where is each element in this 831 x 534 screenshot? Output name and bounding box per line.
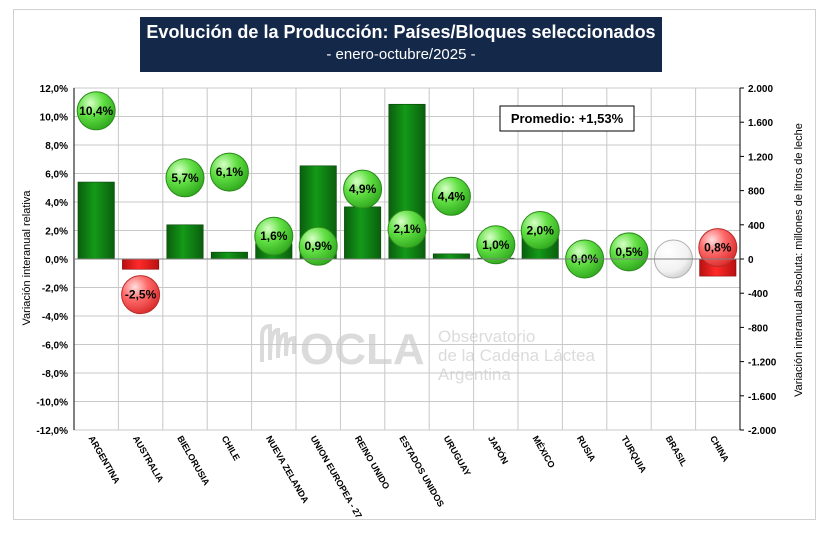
bubble-data-label: 6,1%	[216, 165, 244, 179]
y-left-tick-label: 2,0%	[45, 227, 68, 238]
bubble-data-label: 0,5%	[615, 245, 643, 259]
bubble-marker	[209, 152, 249, 192]
chart-title: Evolución de la Producción: Países/Bloqu…	[146, 22, 656, 42]
x-tick-label: UNION EUROPEA - 27	[308, 434, 364, 520]
bubble-data-label: 2,1%	[393, 222, 421, 236]
bubbles: 10,4% -2,5% 5,7% 6,1% 1,6% 0,9% 4,9% 2,1% 4,4% 1,…	[76, 91, 738, 315]
y-left-tick-label: 10,0%	[40, 113, 68, 124]
x-tick-label: REINO UNIDO	[353, 434, 392, 491]
y-right-tick-label: 0	[748, 255, 754, 266]
ocla-org-line-3: Argentina	[438, 365, 511, 384]
y-left-tick-label: -12,0%	[36, 426, 68, 437]
x-tick-label: JAPÓN	[486, 434, 511, 466]
y-axis-right-label: Variación interanual absoluta: millones …	[793, 123, 805, 397]
y-right-tick-label: 400	[748, 221, 765, 232]
x-tick-label: BRASIL	[664, 434, 690, 468]
bar	[210, 251, 248, 260]
bubble-data-label: 0,8%	[704, 241, 732, 255]
x-tick-label: CHINA	[708, 434, 731, 464]
bar	[166, 224, 204, 260]
y-right-tick-label: 800	[748, 187, 765, 198]
y-axis-left-label: Variación interanual relativa	[21, 190, 33, 326]
y-right-tick-label: -800	[748, 323, 768, 334]
bar	[344, 206, 382, 260]
x-tick-label: URUGUAY	[442, 434, 473, 478]
bubble-marker	[165, 158, 205, 198]
x-tick-label: MÉXICO	[530, 434, 556, 470]
y-left-tick-label: -8,0%	[42, 369, 68, 380]
bubble-data-label: -2,5%	[125, 288, 157, 302]
y-left-tick-label: 8,0%	[45, 141, 68, 152]
y-left-tick-label: -6,0%	[42, 341, 68, 352]
ocla-org-line-2: de la Cadena Láctea	[438, 346, 595, 365]
y-left-tick-label: 4,0%	[45, 198, 68, 209]
y-left-tick-label: 0,0%	[45, 255, 68, 266]
bubble-data-label: 4,4%	[438, 189, 466, 203]
bubble-marker	[520, 211, 560, 250]
bubble-data-label: 0,9%	[305, 239, 333, 253]
y-right-tick-label: -2.000	[748, 426, 777, 437]
bubble-marker	[698, 228, 738, 268]
bubble-data-label: 5,7%	[171, 171, 199, 185]
y-left-tick-label: 12,0%	[40, 84, 68, 95]
x-tick-label: BIELORUSIA	[175, 434, 212, 488]
x-tick-label: AUSTRALIA	[131, 434, 166, 484]
bubble-data-label: 4,9%	[349, 182, 377, 196]
average-annotation: Promedio: +1,53%	[499, 105, 635, 132]
y-right-tick-label: -1.600	[748, 392, 777, 403]
chart-title-box: Evolución de la Producción: Países/Bloqu…	[140, 17, 662, 72]
x-tick-label: ARGENTINA	[86, 434, 122, 486]
y-left-tick-label: -10,0%	[36, 398, 68, 409]
average-annotation-text: Promedio: +1,53%	[511, 111, 624, 126]
x-tick-label: CHILE	[220, 434, 242, 462]
bubble-data-label: 10,4%	[79, 104, 113, 118]
y-right-tick-label: -400	[748, 289, 768, 300]
bubble-marker	[343, 169, 383, 209]
x-tick-label: RUSIA	[575, 434, 598, 464]
y-right-tick-label: 2.000	[748, 84, 773, 95]
y-right-tick-label: 1.200	[748, 152, 773, 163]
bar	[122, 258, 160, 270]
chart-subtitle: - enero-octubre/2025 -	[326, 46, 476, 63]
bubble-data-label: 2,0%	[527, 224, 555, 238]
bubble-marker	[254, 216, 294, 256]
bubble-marker	[476, 225, 516, 265]
bar	[77, 181, 115, 260]
bubble-marker	[298, 226, 338, 266]
bubble-data-label: 1,6%	[260, 229, 288, 243]
ocla-logo-text: OCLA	[300, 325, 425, 374]
x-tick-label: ESTADOS UNIDOS	[397, 434, 446, 509]
bubble-marker	[387, 209, 427, 249]
y-left-tick-label: -2,0%	[42, 284, 68, 295]
bubble-marker	[431, 176, 471, 216]
ocla-org-line-1: Observatorio	[438, 327, 535, 346]
bubble-data-label: 1,0%	[482, 238, 510, 252]
x-tick-label: TURQUIA	[619, 434, 648, 475]
y-right-tick-label: 1.600	[748, 118, 773, 129]
ocla-watermark: OCLA Observatorio de la Cadena Láctea Ar…	[260, 323, 595, 384]
y-right-tick-label: -1.200	[748, 358, 777, 369]
bar	[432, 253, 470, 260]
bubble-marker	[76, 91, 116, 131]
bubble-marker	[609, 232, 649, 272]
bubble-marker	[121, 275, 161, 315]
x-tick-label: NUEVA ZELANDA	[264, 434, 311, 505]
y-left-tick-label: 6,0%	[45, 170, 68, 181]
y-left-tick-label: -4,0%	[42, 312, 68, 323]
